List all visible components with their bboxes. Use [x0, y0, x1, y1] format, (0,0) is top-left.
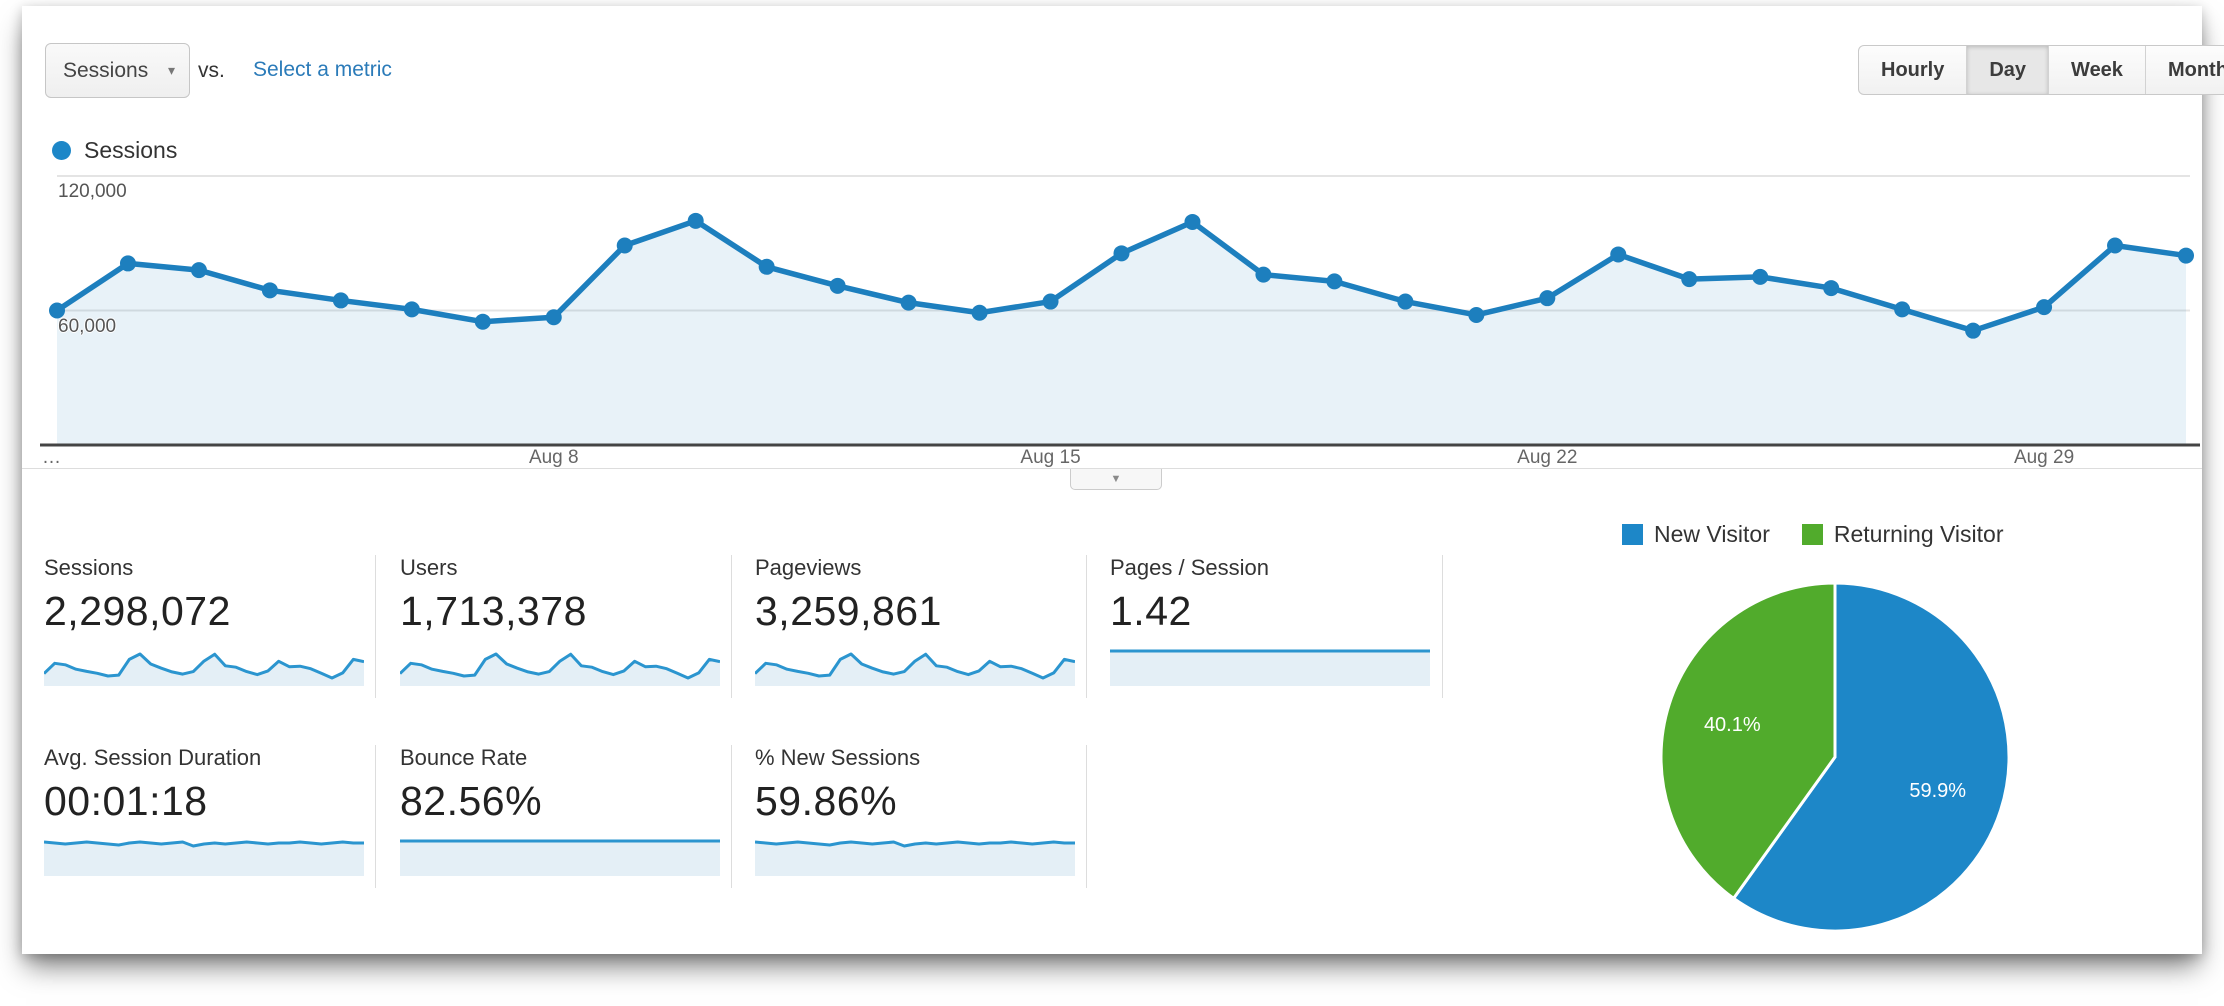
- scorecard: Avg. Session Duration 00:01:18: [43, 745, 374, 881]
- sessions-legend: Sessions: [52, 137, 177, 164]
- scorecard-sparkline: [1110, 649, 1430, 686]
- x-axis-label: Aug 22: [1517, 447, 1578, 468]
- scorecard-sparkline: [43, 840, 364, 876]
- card-separator: [731, 745, 732, 888]
- scorecard: % New Sessions 59.86%: [754, 745, 1085, 881]
- card-separator: [375, 745, 376, 888]
- granularity-toggle: Hourly Day Week Month: [1858, 45, 2224, 95]
- x-axis-label: Aug 8: [528, 447, 579, 468]
- scorecard-value: 1,713,378: [400, 588, 587, 634]
- scorecard: Bounce Rate 82.56%: [400, 745, 730, 881]
- scorecard-sparkline: [398, 652, 721, 686]
- visitor-type-legend: New Visitor Returning Visitor: [1622, 521, 2036, 548]
- scorecard-label: Avg. Session Duration: [44, 745, 262, 770]
- scorecard-label: Sessions: [44, 555, 134, 580]
- chart-divider: [22, 468, 2202, 469]
- metric-selector-label: Sessions: [63, 58, 149, 82]
- card-separator: [1086, 555, 1087, 698]
- returning-visitor-legend-label: Returning Visitor: [1833, 521, 2004, 547]
- granularity-button-day[interactable]: Day: [1966, 46, 2049, 94]
- scorecard: Sessions 2,298,072: [42, 555, 374, 691]
- granularity-button-hourly[interactable]: Hourly: [1859, 46, 1966, 94]
- x-axis-label: Aug 15: [1020, 447, 1081, 468]
- scorecard-sparkline: [753, 652, 1076, 686]
- legend-label: Sessions: [84, 137, 178, 163]
- chart-plot[interactable]: [40, 160, 2200, 452]
- card-separator: [1442, 555, 1443, 698]
- report-panel: Sessions ▾ vs. Select a metric Hourly Da…: [22, 6, 2224, 954]
- granularity-button-week[interactable]: Week: [2048, 46, 2145, 94]
- x-axis-label: Aug 29: [2013, 447, 2075, 468]
- granularity-button-month[interactable]: Month: [2144, 46, 2224, 94]
- scorecard-value: 3,259,861: [755, 588, 942, 634]
- new-visitor-legend-label: New Visitor: [1654, 521, 1770, 547]
- pie-plot[interactable]: 59.9% 40.1%: [1655, 577, 2015, 937]
- metric-selector-dropdown[interactable]: Sessions ▾: [45, 43, 190, 98]
- y-axis-label: 120,000: [58, 181, 127, 202]
- scorecard: Pages / Session 1.42: [1110, 555, 1440, 691]
- scorecard-value: 82.56%: [400, 778, 543, 824]
- scorecard-label: Users: [400, 555, 458, 580]
- legend-dot-icon: [52, 141, 71, 160]
- card-separator: [375, 555, 376, 698]
- x-axis-label: …: [42, 447, 61, 468]
- select-metric-link[interactable]: Select a metric: [253, 58, 392, 81]
- card-separator: [731, 555, 732, 698]
- x-axis-labels: … Aug 8 Aug 15 Aug 22 Aug 29: [40, 447, 2200, 471]
- scorecard-label: % New Sessions: [755, 745, 921, 770]
- scorecard-sparkline: [42, 652, 365, 686]
- pie-label: 40.1%: [1704, 714, 1761, 736]
- new-visitor-swatch-icon: [1622, 524, 1643, 545]
- scorecard: Users 1,713,378: [398, 555, 730, 691]
- card-separator: [1086, 745, 1087, 888]
- collapse-chart-button[interactable]: ▼: [1070, 469, 1162, 490]
- scorecard-value: 2,298,072: [44, 588, 231, 634]
- scorecard-value: 59.86%: [755, 778, 898, 824]
- scorecard-sparkline: [754, 840, 1075, 876]
- visitor-pie-chart: 59.9% 40.1%: [1655, 577, 2015, 937]
- pie-label: 59.9%: [1909, 780, 1966, 802]
- scorecard-label: Pageviews: [755, 555, 862, 580]
- scorecard-label: Bounce Rate: [400, 745, 528, 770]
- scorecard-value: 00:01:18: [44, 778, 208, 824]
- pie-slice-new-visitor[interactable]: [1732, 581, 2011, 933]
- scorecard-label: Pages / Session: [1110, 555, 1269, 580]
- pie-slice-returning-visitor[interactable]: [1659, 581, 1837, 900]
- sessions-chart: 60,000 120,000: [40, 160, 2200, 452]
- returning-visitor-swatch-icon: [1801, 524, 1823, 545]
- collapse-arrow-icon: ▼: [1110, 472, 1122, 485]
- chevron-down-icon: ▾: [167, 62, 175, 78]
- vs-label: vs.: [198, 59, 225, 82]
- scorecard-sparkline: [400, 839, 720, 876]
- y-axis-label: 60,000: [58, 315, 117, 337]
- scorecard: Pageviews 3,259,861: [753, 555, 1085, 691]
- scorecard-value: 1.42: [1110, 588, 1192, 634]
